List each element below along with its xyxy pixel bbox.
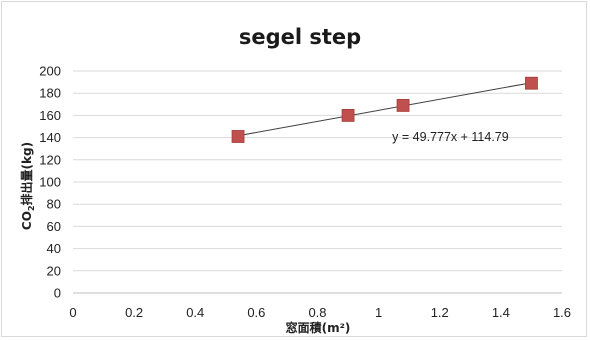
x-tick-label: 0.6	[247, 305, 265, 320]
data-point	[525, 76, 538, 90]
y-axis-title-subscript: 2	[27, 205, 36, 211]
x-tick-label: 1.4	[492, 305, 510, 320]
y-tick-label: 20	[47, 263, 61, 278]
tick-labels: 0 20 40 60 80 100 120 140 160 180 200 0 0.2 0.4 0.6 0.8…	[39, 64, 571, 321]
chart-title: segel step	[239, 25, 361, 49]
y-axis-title-rest: 排出量(kg)	[19, 142, 34, 206]
x-tick-label: 0	[69, 305, 76, 320]
y-tick-label: 160	[39, 108, 61, 123]
data-point	[396, 99, 410, 112]
x-tick-label: 0.4	[186, 305, 204, 320]
x-tick-label: 0.2	[125, 305, 143, 320]
y-tick-label: 60	[47, 219, 61, 234]
y-tick-label: 120	[39, 152, 61, 167]
data-point	[231, 130, 245, 143]
x-tick-label: 1	[375, 305, 382, 320]
y-tick-label: 140	[39, 130, 61, 145]
trendline-group: y = 49.777x + 114.79	[237, 82, 532, 144]
y-tick-label: 200	[39, 64, 61, 79]
y-tick-label: 40	[47, 241, 61, 256]
y-tick-label: 80	[47, 197, 61, 212]
x-axis-title: 窓面積(m²)	[286, 320, 351, 335]
y-tick-label: 0	[54, 286, 61, 301]
x-tick-label: 0.8	[308, 305, 326, 320]
data-points	[231, 76, 538, 143]
trendline	[237, 82, 532, 137]
data-point	[341, 109, 355, 122]
y-axis-title-co: CO	[20, 211, 34, 230]
grid-lines	[73, 70, 562, 294]
x-tick-label: 1.2	[431, 305, 449, 320]
y-tick-label: 100	[39, 175, 61, 190]
x-tick-label: 1.6	[553, 305, 571, 320]
y-axis-title: CO2排出量(kg)	[19, 142, 36, 230]
y-tick-label: 180	[39, 86, 61, 101]
trendline-equation: y = 49.777x + 114.79	[392, 130, 509, 144]
